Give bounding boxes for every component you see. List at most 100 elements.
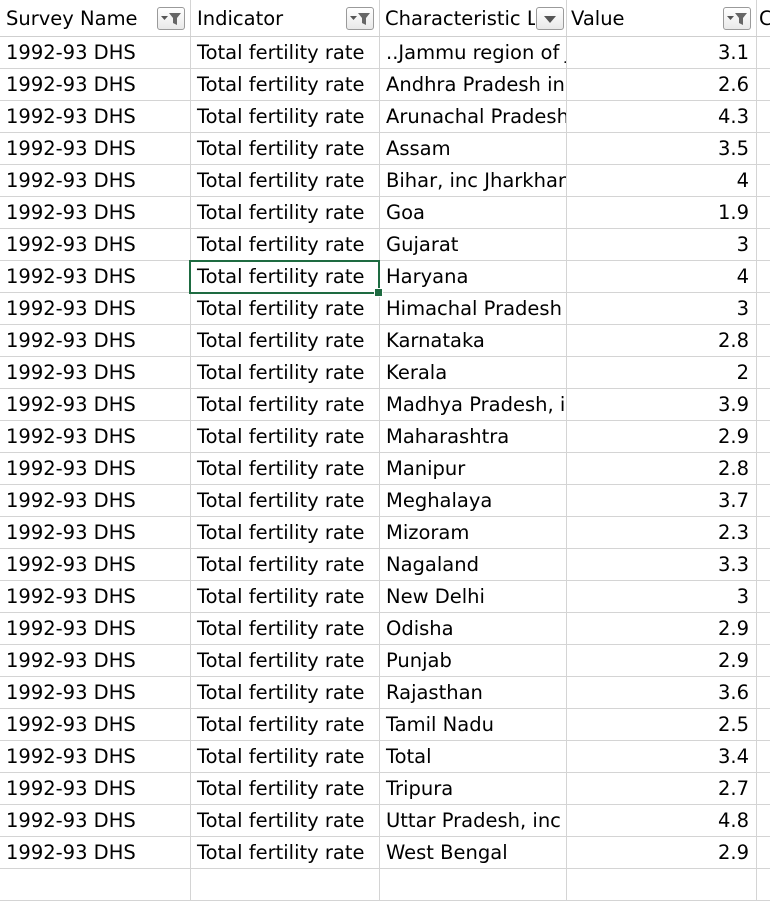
cell-characteristic[interactable]: Goa [380, 197, 567, 228]
cell-indicator[interactable]: Total fertility rate [191, 741, 380, 772]
cell-value[interactable]: 2.8 [567, 325, 757, 356]
cell-extra[interactable] [757, 453, 770, 484]
cell-value[interactable]: 4 [567, 165, 757, 196]
cell-value[interactable]: 4 [567, 261, 757, 292]
cell-indicator[interactable]: Total fertility rate [191, 421, 380, 452]
cell-survey-name[interactable]: 1992-93 DHS [0, 805, 191, 836]
cell-survey-name[interactable]: 1992-93 DHS [0, 517, 191, 548]
cell-indicator[interactable]: Total fertility rate [191, 325, 380, 356]
cell-extra[interactable] [757, 741, 770, 772]
cell-indicator[interactable]: Total fertility rate [191, 837, 380, 868]
cell-characteristic[interactable]: Odisha [380, 613, 567, 644]
cell-survey-name[interactable]: 1992-93 DHS [0, 741, 191, 772]
cell-indicator[interactable]: Total fertility rate [191, 453, 380, 484]
cell-extra[interactable] [757, 709, 770, 740]
cell-extra[interactable] [757, 261, 770, 292]
empty-cell[interactable] [757, 869, 770, 900]
cell-value[interactable]: 3.7 [567, 485, 757, 516]
dropdown-button-characteristic[interactable] [536, 7, 564, 30]
cell-survey-name[interactable]: 1992-93 DHS [0, 645, 191, 676]
cell-indicator[interactable]: Total fertility rate [191, 101, 380, 132]
cell-value[interactable]: 2.3 [567, 517, 757, 548]
cell-survey-name[interactable]: 1992-93 DHS [0, 37, 191, 68]
cell-survey-name[interactable]: 1992-93 DHS [0, 485, 191, 516]
cell-survey-name[interactable]: 1992-93 DHS [0, 101, 191, 132]
cell-indicator[interactable]: Total fertility rate [191, 133, 380, 164]
cell-extra[interactable] [757, 69, 770, 100]
cell-characteristic[interactable]: Bihar, inc Jharkhand [380, 165, 567, 196]
cell-indicator[interactable]: Total fertility rate [191, 613, 380, 644]
cell-indicator[interactable]: Total fertility rate [191, 197, 380, 228]
cell-indicator[interactable]: Total fertility rate [191, 229, 380, 260]
cell-characteristic[interactable]: Madhya Pradesh, inc Chhattisgarh [380, 389, 567, 420]
cell-characteristic[interactable]: Haryana [380, 261, 567, 292]
cell-survey-name[interactable]: 1992-93 DHS [0, 325, 191, 356]
column-header-value[interactable]: Value [567, 0, 757, 36]
cell-survey-name[interactable]: 1992-93 DHS [0, 293, 191, 324]
cell-indicator[interactable]: Total fertility rate [191, 69, 380, 100]
cell-indicator[interactable]: Total fertility rate [191, 773, 380, 804]
cell-indicator[interactable]: Total fertility rate [191, 581, 380, 612]
cell-value[interactable]: 2.9 [567, 837, 757, 868]
cell-value[interactable]: 4.3 [567, 101, 757, 132]
cell-extra[interactable] [757, 165, 770, 196]
cell-characteristic[interactable]: Tamil Nadu [380, 709, 567, 740]
cell-indicator[interactable]: Total fertility rate [191, 805, 380, 836]
cell-value[interactable]: 2 [567, 357, 757, 388]
empty-cell[interactable] [191, 869, 380, 900]
cell-value[interactable]: 2.9 [567, 421, 757, 452]
cell-extra[interactable] [757, 485, 770, 516]
cell-value[interactable]: 3 [567, 229, 757, 260]
cell-survey-name[interactable]: 1992-93 DHS [0, 837, 191, 868]
column-header-extra[interactable]: C [759, 7, 770, 30]
cell-survey-name[interactable]: 1992-93 DHS [0, 549, 191, 580]
cell-indicator[interactable]: Total fertility rate [191, 677, 380, 708]
cell-value[interactable]: 2.8 [567, 453, 757, 484]
cell-survey-name[interactable]: 1992-93 DHS [0, 69, 191, 100]
cell-characteristic[interactable]: Himachal Pradesh [380, 293, 567, 324]
cell-indicator[interactable]: Total fertility rate [191, 37, 380, 68]
cell-value[interactable]: 3.1 [567, 37, 757, 68]
cell-value[interactable]: 2.9 [567, 645, 757, 676]
cell-indicator[interactable]: Total fertility rate [191, 549, 380, 580]
cell-extra[interactable] [757, 613, 770, 644]
cell-characteristic[interactable]: Mizoram [380, 517, 567, 548]
cell-survey-name[interactable]: 1992-93 DHS [0, 677, 191, 708]
cell-extra[interactable] [757, 805, 770, 836]
cell-characteristic[interactable]: Total [380, 741, 567, 772]
cell-value[interactable]: 4.8 [567, 805, 757, 836]
cell-indicator[interactable]: Total fertility rate [191, 165, 380, 196]
cell-survey-name[interactable]: 1992-93 DHS [0, 165, 191, 196]
cell-extra[interactable] [757, 357, 770, 388]
cell-extra[interactable] [757, 421, 770, 452]
empty-cell[interactable] [380, 869, 567, 900]
cell-survey-name[interactable]: 1992-93 DHS [0, 389, 191, 420]
cell-characteristic[interactable]: Tripura [380, 773, 567, 804]
cell-extra[interactable] [757, 389, 770, 420]
cell-survey-name[interactable]: 1992-93 DHS [0, 133, 191, 164]
cell-extra[interactable] [757, 229, 770, 260]
cell-characteristic[interactable]: Karnataka [380, 325, 567, 356]
cell-characteristic[interactable]: Rajasthan [380, 677, 567, 708]
cell-value[interactable]: 3.4 [567, 741, 757, 772]
cell-extra[interactable] [757, 101, 770, 132]
column-header-survey-name[interactable]: Survey Name [0, 0, 191, 36]
cell-characteristic[interactable]: Manipur [380, 453, 567, 484]
cell-survey-name[interactable]: 1992-93 DHS [0, 453, 191, 484]
cell-value[interactable]: 2.7 [567, 773, 757, 804]
cell-indicator[interactable]: Total fertility rate [191, 389, 380, 420]
cell-characteristic[interactable]: Uttar Pradesh, inc Uttarakhand [380, 805, 567, 836]
cell-characteristic[interactable]: Gujarat [380, 229, 567, 260]
cell-survey-name[interactable]: 1992-93 DHS [0, 357, 191, 388]
column-header-characteristic[interactable]: Characteristic L [380, 0, 567, 36]
cell-survey-name[interactable]: 1992-93 DHS [0, 581, 191, 612]
cell-extra[interactable] [757, 677, 770, 708]
cell-value[interactable]: 2.6 [567, 69, 757, 100]
filter-button-survey-name[interactable] [157, 7, 185, 30]
cell-extra[interactable] [757, 293, 770, 324]
cell-characteristic[interactable]: Kerala [380, 357, 567, 388]
cell-characteristic[interactable]: Andhra Pradesh inc Telangana [380, 69, 567, 100]
filter-button-indicator[interactable] [346, 7, 374, 30]
cell-value[interactable]: 2.9 [567, 613, 757, 644]
cell-characteristic[interactable]: Nagaland [380, 549, 567, 580]
